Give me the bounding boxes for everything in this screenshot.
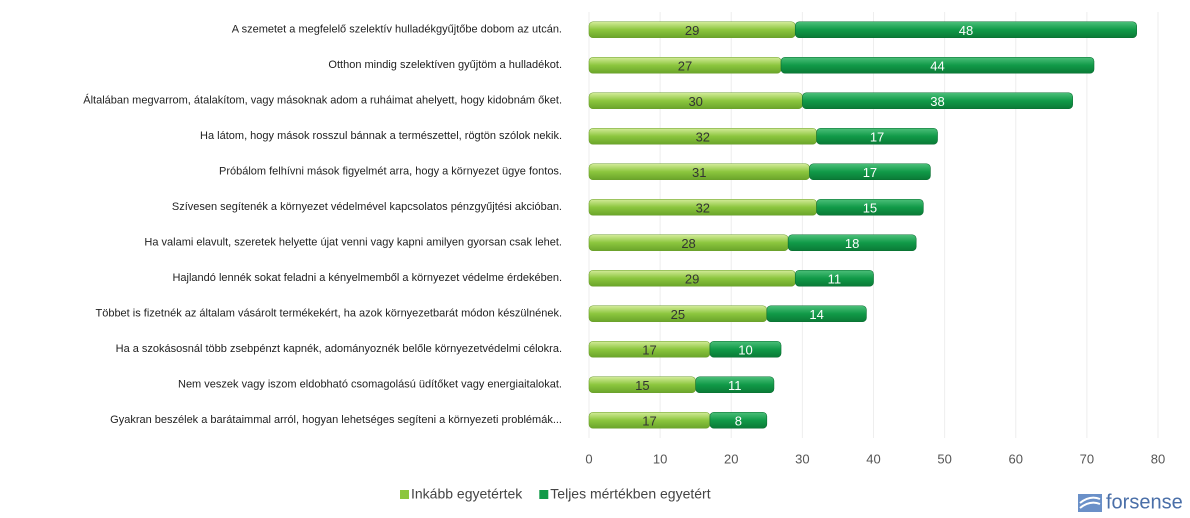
bar-segment <box>816 198 924 216</box>
value-label: 11 <box>828 272 842 287</box>
legend-label: Teljes mértékben egyetért <box>550 486 710 502</box>
x-tick-label: 70 <box>1080 451 1094 466</box>
category-label: Ha valami elavult, szeretek helyette úja… <box>144 237 562 249</box>
value-label: 38 <box>930 94 944 109</box>
category-label: Gyakran beszélek a barátaimmal arról, ho… <box>110 414 562 426</box>
category-label: Ha a szokásosnál több zsebpénzt kapnék, … <box>116 343 562 355</box>
value-label: 32 <box>696 201 710 216</box>
value-label: 8 <box>735 414 742 429</box>
value-label: 15 <box>863 201 877 216</box>
value-label: 31 <box>692 165 706 180</box>
x-tick-label: 40 <box>866 451 880 466</box>
bar-segment <box>809 163 931 181</box>
bar-segment <box>695 376 775 394</box>
logo: forsense <box>1078 491 1183 513</box>
bar-segment <box>794 21 1137 39</box>
bar-segment <box>794 269 874 287</box>
value-label: 28 <box>681 236 695 251</box>
x-tick-label: 80 <box>1151 451 1165 466</box>
value-label: 14 <box>809 307 823 322</box>
bar-segment <box>766 305 867 323</box>
value-label: 29 <box>685 23 699 38</box>
category-label: Hajlandó lennék sokat feladni a kényelme… <box>172 272 562 284</box>
value-label: 17 <box>870 130 884 145</box>
value-label: 15 <box>635 378 649 393</box>
category-label: Próbálom felhívni mások figyelmét arra, … <box>219 166 562 178</box>
value-label: 11 <box>728 378 742 393</box>
value-label: 44 <box>930 59 944 74</box>
x-tick-label: 20 <box>724 451 738 466</box>
legend-label: Inkább egyetértek <box>411 486 523 502</box>
value-label: 30 <box>688 94 702 109</box>
bar-segment <box>709 340 782 358</box>
value-label: 27 <box>678 59 692 74</box>
logo-text: forsense <box>1106 491 1183 513</box>
value-label: 17 <box>642 414 656 429</box>
value-label: 18 <box>845 236 859 251</box>
value-label: 32 <box>696 130 710 145</box>
value-label: 29 <box>685 272 699 287</box>
category-label: Többet is fizetnék az általam vásárolt t… <box>95 308 562 320</box>
bar-segment <box>709 411 768 429</box>
value-label: 17 <box>642 343 656 358</box>
value-label: 17 <box>863 165 877 180</box>
category-label: Nem veszek vagy iszom eldobható csomagol… <box>178 379 562 391</box>
bar-segment <box>780 56 1095 74</box>
x-tick-label: 50 <box>937 451 951 466</box>
value-label: 48 <box>959 23 973 38</box>
value-label: 25 <box>671 307 685 322</box>
category-label: Általában megvarrom, átalakítom, vagy má… <box>83 94 562 107</box>
category-label: Otthon mindig szelektíven gyűjtöm a hull… <box>328 59 562 71</box>
legend-swatch <box>400 490 409 499</box>
bar-segment <box>787 234 917 252</box>
value-label: 10 <box>738 343 752 358</box>
x-tick-label: 10 <box>653 451 667 466</box>
bar-segment <box>802 92 1073 110</box>
x-tick-label: 0 <box>585 451 592 466</box>
category-label: A szemetet a megfelelő szelektív hulladé… <box>232 24 562 36</box>
category-label: Szívesen segítenék a környezet védelméve… <box>172 201 562 213</box>
legend-swatch <box>539 490 549 499</box>
x-tick-label: 30 <box>795 451 809 466</box>
category-label: Ha látom, hogy mások rosszul bánnak a te… <box>200 130 562 142</box>
x-tick-label: 60 <box>1009 451 1023 466</box>
bar-segment <box>816 127 938 145</box>
